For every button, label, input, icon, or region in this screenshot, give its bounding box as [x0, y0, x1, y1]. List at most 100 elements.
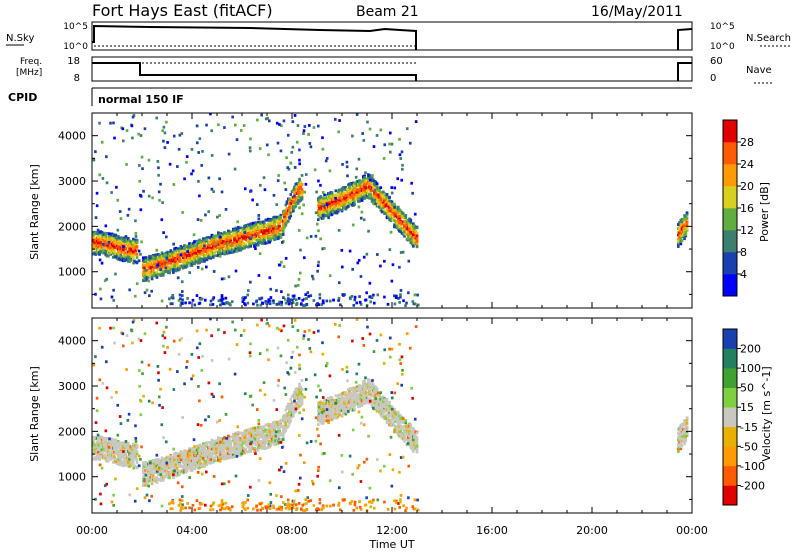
- power-echo: [258, 147, 262, 151]
- power-echo: [291, 120, 295, 124]
- beam-label: Beam 21: [356, 4, 419, 20]
- power-echo: [107, 240, 111, 244]
- velocity-echo: [173, 471, 176, 475]
- power-echo: [305, 236, 309, 240]
- power-echo: [296, 124, 300, 127]
- power-echo: [300, 196, 304, 200]
- power-echo: [297, 188, 300, 192]
- power-echo: [205, 238, 209, 242]
- power-echo: [121, 127, 125, 131]
- power-echo: [223, 250, 226, 254]
- velocity-echo: [135, 444, 139, 447]
- power-echo: [393, 186, 397, 190]
- power-echo: [151, 196, 154, 200]
- power-echo: [317, 179, 320, 183]
- power-echo: [220, 302, 224, 305]
- power-echo: [409, 219, 413, 223]
- power-echo: [186, 297, 189, 300]
- power-echo: [288, 299, 291, 303]
- velocity-echo: [148, 479, 151, 482]
- power-echo: [160, 218, 164, 222]
- power-echo: [340, 248, 344, 252]
- velocity-echo: [128, 457, 131, 461]
- power-echo: [311, 277, 315, 281]
- power-echo: [298, 179, 301, 183]
- power-echo: [411, 300, 415, 304]
- power-echo: [98, 252, 101, 256]
- power-echo: [350, 193, 354, 197]
- power-echo: [309, 145, 313, 149]
- power-echo: [289, 161, 293, 165]
- power-echo: [287, 302, 291, 306]
- power-echo: [225, 244, 229, 248]
- power-echo: [399, 157, 403, 160]
- power-echo: [316, 264, 320, 268]
- power-echo: [285, 156, 288, 160]
- power-echo: [220, 294, 224, 297]
- power-echo: [284, 217, 288, 221]
- power-echo: [265, 143, 269, 147]
- nsky-panel: N.Sky 10^5 10^0 10^5 10^0 N.Search: [6, 21, 791, 52]
- power-echo: [125, 129, 129, 132]
- power-echo: [379, 186, 383, 190]
- power-echo: [167, 265, 170, 269]
- power-echo: [302, 203, 305, 207]
- power-echo: [202, 244, 206, 248]
- velocity-echo: [142, 469, 145, 472]
- power-echo: [280, 260, 283, 264]
- velocity-echo: [155, 481, 159, 484]
- power-echo: [275, 121, 279, 125]
- power-echo: [158, 198, 161, 202]
- velocity-echo: [188, 464, 191, 468]
- power-echo: [399, 295, 402, 299]
- velocity-echo: [125, 444, 129, 447]
- power-echo: [359, 216, 363, 220]
- power-echo: [318, 293, 322, 296]
- power-echo: [280, 241, 284, 244]
- power-echo: [385, 192, 389, 196]
- power-echo: [334, 196, 337, 200]
- velocity-echo: [209, 461, 213, 465]
- power-echo: [257, 214, 261, 217]
- velocity-echo: [217, 448, 220, 452]
- power-echo: [304, 293, 308, 297]
- power-echo: [142, 189, 145, 193]
- nsearch-tick-low: 10^0: [710, 42, 735, 52]
- velocity-echo: [235, 440, 239, 444]
- power-echo: [363, 197, 366, 200]
- power-echo: [200, 259, 204, 262]
- power-echo: [383, 259, 386, 263]
- velocity-echo: [124, 459, 128, 462]
- velocity-echo: [98, 440, 101, 444]
- power-echo: [110, 240, 114, 243]
- power-echo: [388, 131, 392, 135]
- power-echo: [364, 298, 368, 302]
- power-echo: [267, 217, 270, 221]
- power-echo: [683, 226, 686, 230]
- velocity-echo: [95, 455, 99, 459]
- power-echo: [382, 190, 385, 194]
- velocity-echo: [220, 439, 224, 443]
- power-echo: [133, 244, 136, 248]
- power-echo: [363, 176, 366, 179]
- velocity-echo: [124, 460, 128, 464]
- power-echo: [272, 193, 276, 197]
- power-echo: [330, 191, 334, 195]
- power-echo: [338, 196, 341, 200]
- power-echo: [283, 209, 286, 213]
- power-echo: [292, 202, 295, 206]
- power-echo: [163, 146, 167, 149]
- power-echo: [165, 235, 168, 239]
- velocity-echo: [103, 449, 106, 453]
- power-echo: [391, 263, 395, 267]
- power-echo: [365, 252, 369, 256]
- power-echo: [94, 150, 97, 154]
- power-echo: [224, 296, 228, 300]
- power-echo: [212, 190, 215, 194]
- velocity-echo: [134, 455, 138, 459]
- power-echo: [318, 200, 321, 204]
- power-echo: [284, 224, 288, 227]
- power-echo: [297, 201, 300, 205]
- power-echo: [368, 281, 372, 285]
- power-echo: [349, 195, 353, 199]
